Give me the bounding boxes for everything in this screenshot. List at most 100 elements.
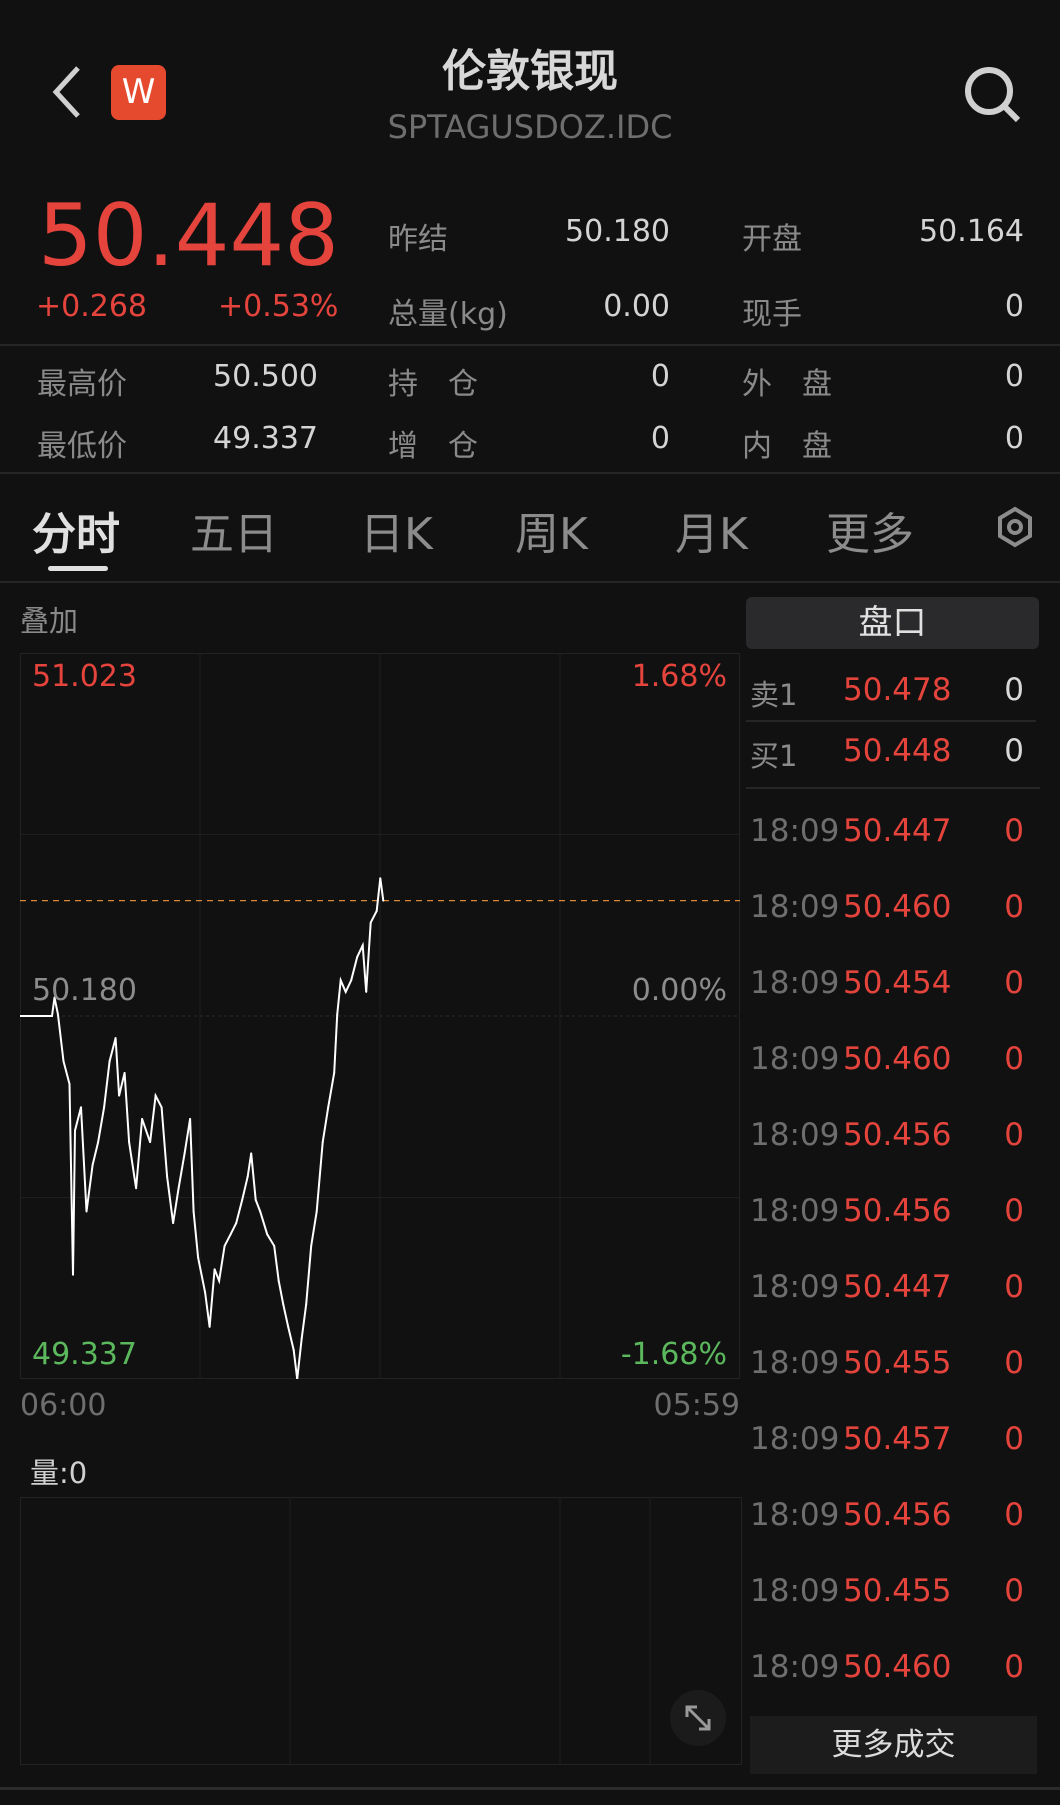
tab-more[interactable]: 更多	[826, 509, 914, 560]
x-start-label: 06:00	[20, 1388, 107, 1423]
y-top-label: 51.023	[32, 659, 137, 694]
stat-value: 50.500	[213, 359, 318, 394]
pct-mid-label: 0.00%	[631, 973, 727, 1008]
stat-value: 0.00	[603, 289, 670, 324]
stat-value: 50.164	[919, 214, 1024, 249]
trade-price: 50.457	[843, 1421, 952, 1457]
stat-value: 50.180	[565, 214, 670, 249]
y-mid-label: 50.180	[32, 973, 137, 1008]
last-price: 50.448	[38, 186, 339, 286]
price-point	[250, 1152, 253, 1155]
trade-row: 18:09 50.454 0	[750, 965, 1040, 1005]
price-point	[183, 1152, 186, 1155]
stat-label: 增 仓	[388, 429, 478, 464]
page-title: 伦敦银现	[442, 46, 618, 97]
trade-volume: 0	[1004, 1117, 1024, 1153]
tab-intraday[interactable]: 分时	[32, 509, 120, 560]
trade-volume: 0	[1004, 1193, 1024, 1229]
chart-settings-button[interactable]	[994, 506, 1036, 548]
stat-label: 昨结	[388, 222, 448, 257]
trade-row: 18:09 50.457 0	[750, 1421, 1040, 1461]
ask-label: 卖1	[750, 678, 798, 712]
price-point	[80, 1106, 83, 1109]
intraday-chart[interactable]	[20, 653, 740, 1379]
trade-time: 18:09	[750, 1345, 840, 1381]
trade-time: 18:09	[750, 1421, 840, 1457]
price-point	[292, 1349, 295, 1352]
back-button[interactable]	[48, 62, 88, 122]
trade-time: 18:09	[750, 1269, 840, 1305]
stat-label: 外 盘	[742, 367, 832, 402]
search-button[interactable]	[960, 62, 1026, 128]
trade-time: 18:09	[750, 1117, 840, 1153]
price-point	[189, 1117, 192, 1120]
more-trades-button[interactable]: 更多成交	[750, 1716, 1037, 1774]
price-point	[177, 1187, 180, 1190]
trade-time: 18:09	[750, 889, 840, 925]
trade-time: 18:09	[750, 813, 840, 849]
trade-price: 50.460	[843, 889, 952, 925]
price-point	[57, 1013, 60, 1016]
expand-icon	[685, 1705, 711, 1731]
price-point	[108, 1060, 111, 1063]
trade-volume: 0	[1004, 1649, 1024, 1685]
logo: W	[111, 65, 166, 120]
trade-time: 18:09	[750, 965, 840, 1001]
ask-volume: 0	[1004, 672, 1024, 708]
price-point	[241, 1198, 244, 1201]
trade-volume: 0	[1004, 965, 1024, 1001]
price-point	[20, 1015, 21, 1017]
trade-volume: 0	[1004, 1497, 1024, 1533]
price-point	[229, 1233, 232, 1236]
price-point	[197, 1256, 200, 1259]
price-point	[266, 1233, 269, 1236]
trade-row: 18:09 50.456 0	[750, 1193, 1040, 1233]
stat-label: 总量(kg)	[388, 297, 508, 332]
divider	[746, 787, 1040, 789]
trade-row: 18:09 50.460 0	[750, 1649, 1040, 1689]
tab-weekly-k[interactable]: 周K	[515, 509, 588, 560]
tab-daily-k[interactable]: 日K	[360, 509, 433, 560]
ask-row: 卖1 50.478 0	[750, 672, 1040, 712]
overlay-button[interactable]: 叠加	[20, 604, 79, 638]
price-point	[235, 1222, 238, 1225]
trade-time: 18:09	[750, 1041, 840, 1077]
bid-row: 买1 50.448 0	[750, 733, 1040, 773]
trade-row: 18:09 50.460 0	[750, 1041, 1040, 1081]
stat-label: 现手	[742, 297, 802, 332]
tab-monthly-k[interactable]: 月K	[675, 509, 748, 560]
price-point	[91, 1163, 94, 1166]
divider	[0, 344, 1060, 346]
fullscreen-button[interactable]	[670, 1690, 726, 1746]
bid-volume: 0	[1004, 733, 1024, 769]
price-point	[149, 1141, 152, 1144]
price-point	[327, 1106, 330, 1109]
volume-label: 量:0	[30, 1456, 88, 1490]
y-bottom-label: 49.337	[32, 1337, 137, 1372]
price-point	[369, 921, 372, 924]
price-point	[154, 1094, 157, 1097]
gear-icon	[998, 506, 1032, 548]
price-point	[103, 1106, 106, 1109]
price-point	[114, 1036, 117, 1039]
price-point	[259, 1210, 262, 1213]
pct-bottom-label: -1.68%	[620, 1337, 727, 1372]
ask-price: 50.478	[843, 672, 952, 708]
price-point	[51, 1015, 54, 1017]
stat-label: 最高价	[37, 367, 127, 402]
price-point	[315, 1210, 318, 1213]
price-point	[192, 1210, 195, 1213]
active-tab-indicator	[48, 566, 108, 571]
trade-time: 18:09	[750, 1649, 840, 1685]
tab-five-day[interactable]: 五日	[190, 509, 278, 560]
price-point	[72, 1273, 75, 1276]
divider	[0, 472, 1060, 474]
trade-row: 18:09 50.460 0	[750, 889, 1040, 929]
orderbook-button[interactable]: 盘口	[746, 597, 1039, 649]
chevron-left-icon	[52, 66, 80, 118]
trade-volume: 0	[1004, 1421, 1024, 1457]
price-point	[339, 979, 342, 982]
stat-value: 0	[650, 359, 670, 394]
price-point	[254, 1198, 257, 1201]
price-change-pct: +0.53%	[218, 289, 339, 324]
